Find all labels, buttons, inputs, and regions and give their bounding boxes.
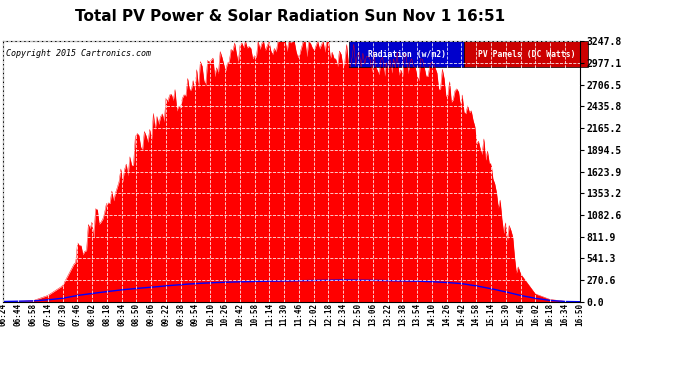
FancyBboxPatch shape bbox=[349, 41, 464, 68]
FancyBboxPatch shape bbox=[464, 41, 589, 68]
Text: PV Panels (DC Watts): PV Panels (DC Watts) bbox=[477, 50, 575, 59]
Text: Total PV Power & Solar Radiation Sun Nov 1 16:51: Total PV Power & Solar Radiation Sun Nov… bbox=[75, 9, 505, 24]
Text: Radiation (w/m2): Radiation (w/m2) bbox=[368, 50, 446, 59]
Text: Copyright 2015 Cartronics.com: Copyright 2015 Cartronics.com bbox=[6, 49, 151, 58]
